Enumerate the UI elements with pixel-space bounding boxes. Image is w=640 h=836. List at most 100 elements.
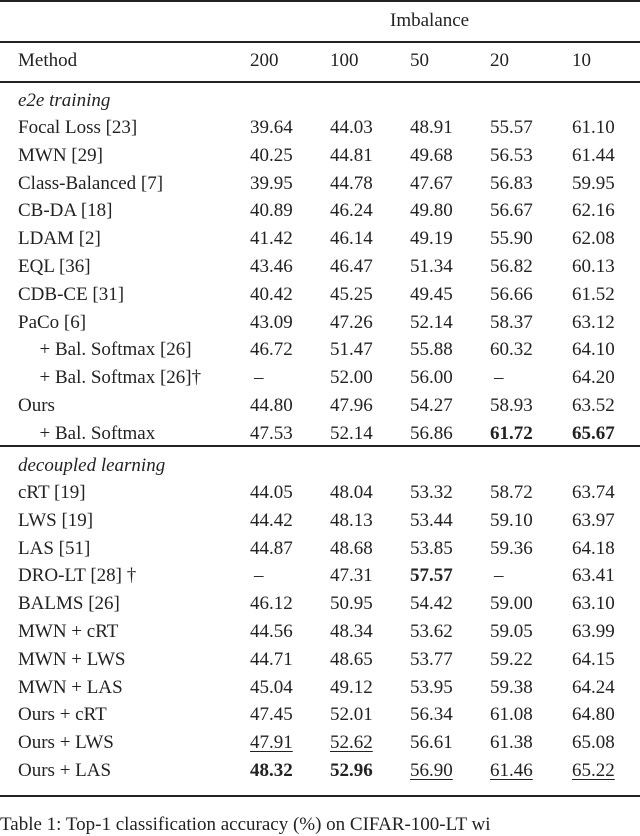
value-cell: 65.22: [572, 760, 615, 781]
value-cell: 53.85: [410, 537, 453, 559]
value-cell: –: [254, 565, 264, 587]
value-cell: 61.38: [490, 732, 533, 754]
value-cell: 59.36: [490, 537, 533, 559]
value-cell: 58.72: [490, 482, 533, 503]
value-cell: 44.80: [250, 395, 293, 416]
value-cell: 52.00: [330, 367, 373, 389]
group-rule: [0, 41, 640, 43]
value-cell: 44.05: [250, 482, 293, 503]
method-cell: LDAM [2]: [18, 228, 101, 250]
value-cell: 55.57: [490, 117, 533, 138]
value-cell: 60.13: [572, 256, 615, 277]
value-cell: 64.15: [572, 648, 615, 670]
value-cell: 63.10: [572, 593, 615, 615]
value-cell: 48.34: [330, 621, 373, 642]
value-cell: 58.37: [490, 311, 533, 333]
value-cell: 46.47: [330, 256, 373, 277]
value-cell: 53.62: [410, 621, 453, 642]
value-cell: 64.24: [572, 676, 615, 698]
value-cell: 59.00: [490, 593, 533, 615]
value-cell: 53.44: [410, 509, 453, 531]
value-cell: 47.45: [250, 704, 293, 726]
method-cell: Class-Balanced [7]: [18, 172, 164, 194]
method-cell: DRO-LT [28] †: [18, 565, 137, 587]
value-cell: 48.04: [330, 482, 373, 503]
method-cell: EQL [36]: [18, 256, 91, 277]
value-cell: 49.80: [410, 200, 453, 222]
value-cell: 49.68: [410, 144, 453, 166]
value-cell: 40.89: [250, 200, 293, 222]
value-cell: 51.47: [330, 339, 373, 361]
value-cell: 56.67: [490, 200, 533, 222]
value-cell: 44.71: [250, 648, 293, 670]
method-cell: LAS [51]: [18, 537, 91, 559]
method-cell: cRT [19]: [18, 482, 86, 503]
value-cell: 50.95: [330, 593, 373, 615]
section-title: decoupled learning: [18, 455, 166, 476]
value-cell: 47.26: [330, 311, 373, 333]
value-cell: 39.95: [250, 172, 293, 194]
value-cell: 48.68: [330, 537, 373, 559]
value-cell: 56.82: [490, 256, 533, 277]
value-cell: 59.05: [490, 621, 533, 642]
value-cell: 47.91: [250, 732, 293, 754]
value-cell: 56.00: [410, 367, 453, 389]
method-cell: Ours + LAS: [18, 760, 112, 781]
value-cell: 63.99: [572, 621, 615, 642]
column-header-method: Method: [18, 50, 78, 71]
method-cell: Ours + LWS: [18, 732, 114, 754]
value-cell: 44.81: [330, 144, 373, 166]
column-header-10: 10: [572, 50, 591, 71]
value-cell: 62.16: [572, 200, 615, 222]
column-header-200: 200: [250, 50, 279, 71]
value-cell: –: [494, 367, 504, 389]
value-cell: 53.77: [410, 648, 453, 670]
value-cell: 61.46: [490, 760, 533, 781]
value-cell: 47.31: [330, 565, 373, 587]
value-cell: 56.86: [410, 422, 453, 444]
value-cell: 43.46: [250, 256, 293, 277]
method-cell: MWN [29]: [18, 144, 103, 166]
value-cell: 44.56: [250, 621, 293, 642]
method-cell: Ours + cRT: [18, 704, 107, 726]
value-cell: 52.96: [330, 760, 373, 781]
method-cell: BALMS [26]: [18, 593, 120, 615]
value-cell: 55.88: [410, 339, 453, 361]
value-cell: 64.80: [572, 704, 615, 726]
value-cell: 55.90: [490, 228, 533, 250]
value-cell: –: [494, 565, 504, 587]
value-cell: 64.20: [572, 367, 615, 389]
method-cell: Focal Loss [23]: [18, 117, 138, 138]
value-cell: 46.12: [250, 593, 293, 615]
method-cell: CB-DA [18]: [18, 200, 113, 222]
column-header-50: 50: [410, 50, 429, 71]
value-cell: 56.90: [410, 760, 453, 781]
value-cell: 53.32: [410, 482, 453, 503]
value-cell: 63.97: [572, 509, 615, 531]
value-cell: 59.10: [490, 509, 533, 531]
header-rule: [0, 81, 640, 83]
table-caption: Table 1: Top-1 classification accuracy (…: [0, 814, 491, 835]
method-cell: LWS [19]: [18, 509, 94, 531]
value-cell: 49.19: [410, 228, 453, 250]
value-cell: 58.93: [490, 395, 533, 416]
value-cell: 43.09: [250, 311, 293, 333]
value-cell: 61.44: [572, 144, 615, 166]
value-cell: 56.61: [410, 732, 453, 754]
value-cell: 45.25: [330, 283, 373, 305]
value-cell: 40.25: [250, 144, 293, 166]
value-cell: 59.22: [490, 648, 533, 670]
top-rule: [0, 0, 640, 2]
value-cell: 49.45: [410, 283, 453, 305]
value-cell: 60.32: [490, 339, 533, 361]
method-cell: PaCo [6]: [18, 311, 87, 333]
value-cell: 51.34: [410, 256, 453, 277]
value-cell: 63.12: [572, 311, 615, 333]
value-cell: 63.74: [572, 482, 615, 503]
value-cell: 41.42: [250, 228, 293, 250]
value-cell: 47.67: [410, 172, 453, 194]
value-cell: 53.95: [410, 676, 453, 698]
value-cell: 40.42: [250, 283, 293, 305]
section-title: e2e training: [18, 90, 111, 111]
value-cell: 46.24: [330, 200, 373, 222]
